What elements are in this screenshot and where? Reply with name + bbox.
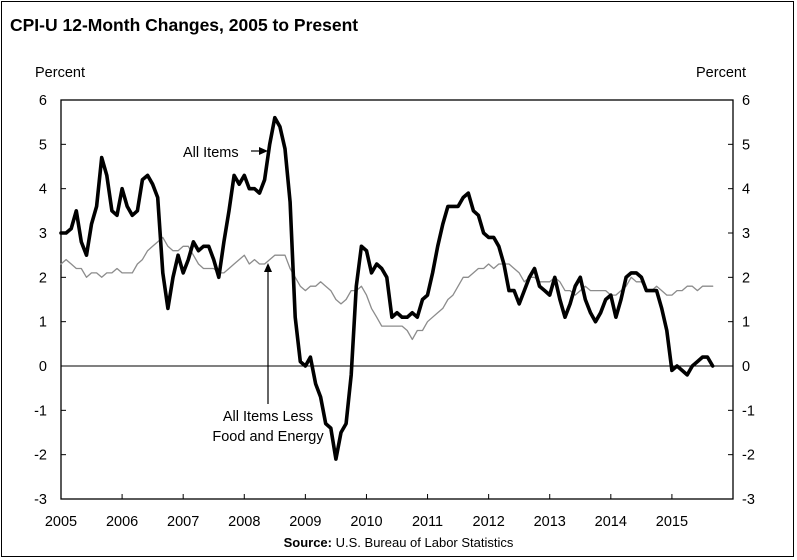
series-line-all-items	[59, 115, 715, 461]
x-tick-label: 2015	[656, 514, 688, 530]
x-tick-label: 2011	[412, 514, 443, 530]
source-note: Source: U.S. Bureau of Labor Statistics	[0, 535, 797, 550]
y-tick-label-right: 6	[742, 93, 750, 109]
arrowhead-all-items	[259, 147, 268, 155]
chart-title: CPI-U 12-Month Changes, 2005 to Present	[10, 15, 359, 35]
y-axis-label-left: Percent	[35, 65, 85, 81]
x-tick-label: 2005	[45, 514, 77, 530]
source-text: U.S. Bureau of Labor Statistics	[335, 535, 514, 550]
source-label: Source:	[283, 535, 332, 550]
annotation-core-line2: Food and Energy	[212, 429, 324, 445]
plot-area	[60, 99, 734, 500]
arrowhead-core	[264, 263, 272, 272]
x-tick-label: 2006	[106, 514, 138, 530]
y-tick-label-left: 2	[39, 270, 47, 286]
y-tick-label-right: -3	[742, 492, 755, 508]
annotation-all-items: All Items	[183, 145, 239, 161]
y-tick-label-left: -3	[34, 492, 47, 508]
y-tick-label-left: -2	[34, 448, 47, 464]
y-tick-label-left: 3	[39, 226, 47, 242]
x-tick-label: 2008	[228, 514, 260, 530]
y-tick-label-left: 1	[39, 315, 47, 331]
y-tick-label-right: -1	[742, 403, 755, 419]
y-tick-label-right: 4	[742, 182, 750, 198]
x-tick-label: 2014	[595, 514, 627, 530]
y-tick-label-right: 0	[742, 359, 750, 375]
y-tick-label-left: 5	[39, 137, 47, 153]
x-tick-label: 2009	[289, 514, 321, 530]
y-tick-label-right: 5	[742, 137, 750, 153]
x-tick-label: 2012	[473, 514, 505, 530]
x-tick-label: 2007	[167, 514, 199, 530]
y-tick-label-left: 4	[39, 182, 47, 198]
y-tick-label-left: 0	[39, 359, 47, 375]
x-tick-label: 2013	[534, 514, 566, 530]
y-tick-label-right: -2	[742, 448, 755, 464]
y-axis-label-right: Percent	[696, 65, 746, 81]
y-tick-label-left: -1	[34, 403, 47, 419]
series-line-core	[60, 236, 714, 341]
x-tick-label: 2010	[350, 514, 382, 530]
y-tick-label-right: 1	[742, 315, 750, 331]
annotation-core-line1: All Items Less	[223, 409, 313, 425]
y-tick-label-right: 3	[742, 226, 750, 242]
y-tick-label-left: 6	[39, 93, 47, 109]
y-tick-label-right: 2	[742, 270, 750, 286]
